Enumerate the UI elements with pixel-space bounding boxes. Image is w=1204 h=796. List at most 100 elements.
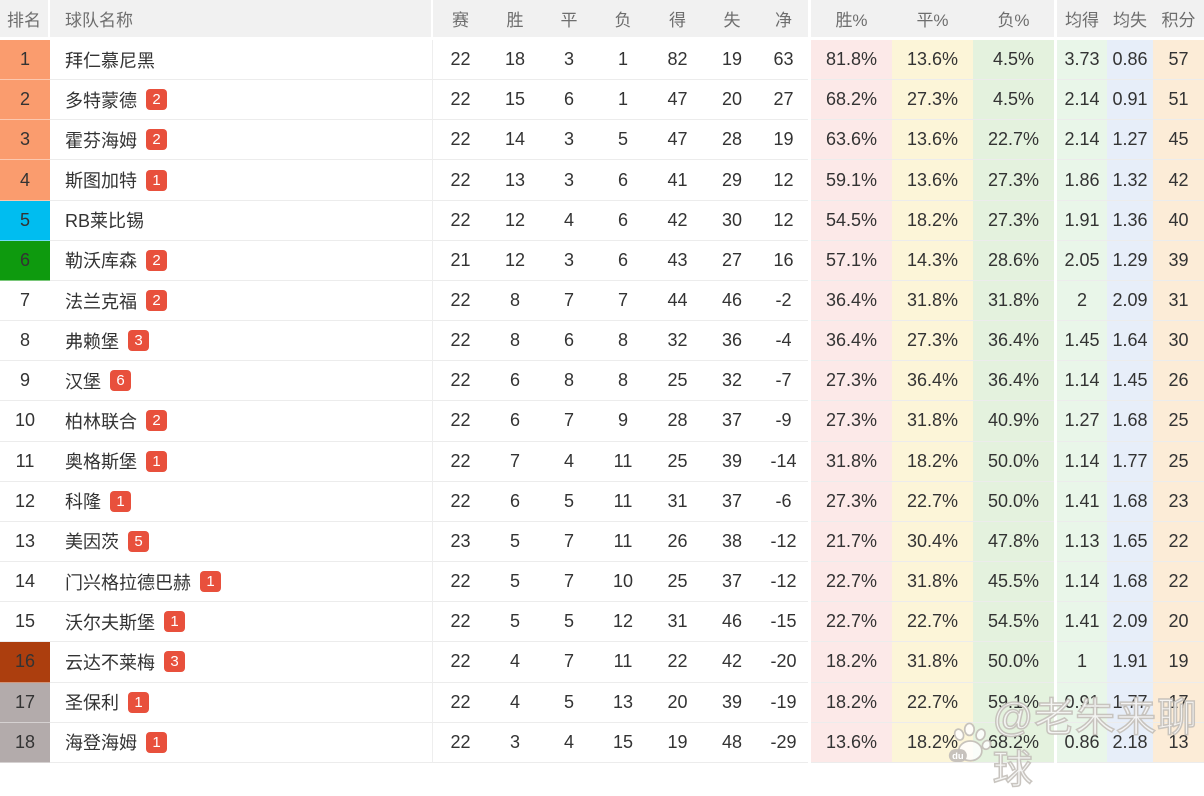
rank-cell: 5 — [0, 200, 50, 241]
stat-cell: 22 — [433, 562, 488, 603]
column-group-separator — [808, 401, 811, 442]
rank-change-badge: 1 — [146, 169, 167, 191]
stat-cell: 46 — [705, 602, 759, 643]
stat-cell: 7 — [488, 442, 542, 482]
stat-cell: 1.45 — [1057, 321, 1107, 362]
stat-cell: 20 — [650, 683, 705, 723]
stat-cell: 12 — [596, 602, 650, 643]
team-name: 沃尔夫斯堡 — [65, 612, 155, 633]
rank-change-badge: 2 — [146, 89, 167, 111]
stat-cell: 27.3% — [811, 401, 892, 442]
column-group-separator — [808, 682, 811, 723]
stat-cell: 22 — [650, 642, 705, 683]
team-name: 斯图加特 — [65, 171, 137, 192]
table-row: 18 海登海姆 1 22 3 4 15 19 48 -29 13.6% 18.2% 68.2% 0.86 2… — [0, 722, 1204, 763]
column-group-separator — [808, 0, 811, 40]
stat-cell: 22.7% — [811, 562, 892, 603]
column-group-separator — [1054, 602, 1057, 643]
stat-cell: 3 — [542, 40, 596, 81]
team-name: 拜仁慕尼黑 — [65, 50, 155, 71]
rank-cell: 16 — [0, 642, 50, 683]
stat-cell: 18.2% — [811, 642, 892, 683]
stat-cell: 1 — [596, 80, 650, 121]
stat-cell: -14 — [759, 442, 808, 482]
rank-change-badge: 5 — [128, 530, 149, 552]
stat-cell: 1.91 — [1107, 642, 1153, 683]
team-name: 勒沃库森 — [65, 251, 137, 272]
stat-cell: 8 — [488, 281, 542, 322]
stat-cell: 12 — [488, 241, 542, 281]
stat-cell: 36.4% — [973, 321, 1054, 362]
stat-cell: 1.91 — [1057, 200, 1107, 241]
stat-cell: 68.2% — [973, 722, 1054, 763]
stat-cell: 18.2% — [892, 441, 973, 482]
stat-cell: 8 — [488, 321, 542, 362]
column-header: 赛 — [433, 0, 488, 40]
stat-cell: -2 — [759, 281, 808, 322]
stat-cell: 13.6% — [892, 40, 973, 81]
stat-cell: 1 — [596, 40, 650, 81]
stat-cell: 0.86 — [1057, 722, 1107, 763]
rank-cell: 9 — [0, 361, 50, 402]
column-header: 均得 — [1057, 0, 1107, 40]
stat-cell: 59.1% — [973, 682, 1054, 723]
stat-cell: 31.8% — [892, 280, 973, 322]
stat-cell: 6 — [488, 401, 542, 442]
stat-cell: 5 — [542, 482, 596, 522]
stat-cell: 42 — [650, 201, 705, 241]
rank-cell: 10 — [0, 401, 50, 442]
stat-cell: 25 — [1153, 441, 1204, 482]
table-row: 4 斯图加特 1 22 13 3 6 41 29 12 59.1% 13.6% 27.3% 1.86 1.3… — [0, 160, 1204, 201]
stat-cell: 47.8% — [973, 521, 1054, 563]
stat-cell: 2 — [1057, 280, 1107, 322]
stat-cell: 27.3% — [892, 321, 973, 362]
column-header: 负% — [973, 0, 1054, 40]
rank-cell: 17 — [0, 682, 50, 723]
rank-change-badge: 1 — [164, 611, 185, 633]
stat-cell: 31.8% — [892, 642, 973, 683]
stat-cell: 22 — [433, 201, 488, 241]
column-group-separator — [1054, 40, 1057, 81]
stat-cell: 22 — [433, 401, 488, 442]
column-header: 积分 — [1153, 0, 1204, 40]
stat-cell: 44 — [650, 281, 705, 322]
stat-cell: 27.3% — [973, 200, 1054, 241]
rank-cell: 12 — [0, 482, 50, 522]
stat-cell: 31 — [650, 482, 705, 522]
stat-cell: 27 — [759, 80, 808, 121]
stat-cell: 1.36 — [1107, 200, 1153, 241]
stat-cell: 7 — [542, 522, 596, 563]
stat-cell: 22 — [433, 602, 488, 643]
table-row: 16 云达不莱梅 3 22 4 7 11 22 42 -20 18.2% 31.8% 50.0% 1 1.9… — [0, 642, 1204, 683]
stat-cell: 2.14 — [1057, 120, 1107, 161]
stat-cell: 8 — [596, 321, 650, 362]
stat-cell: 1.14 — [1057, 441, 1107, 482]
column-group-separator — [808, 80, 811, 121]
rank-change-badge: 1 — [128, 691, 149, 713]
rank-change-badge: 1 — [110, 490, 131, 512]
stat-cell: 25 — [1153, 401, 1204, 442]
stat-cell: 45.5% — [973, 562, 1054, 603]
stat-cell: 6 — [488, 361, 542, 402]
stat-cell: 4 — [542, 442, 596, 482]
stat-cell: 5 — [542, 683, 596, 723]
column-group-separator — [808, 361, 811, 402]
stat-cell: 1.13 — [1057, 521, 1107, 563]
rank-change-badge: 2 — [146, 249, 167, 271]
stat-cell: 22.7% — [892, 481, 973, 522]
stat-cell: 8 — [596, 361, 650, 402]
rank-cell: 7 — [0, 281, 50, 322]
column-group-separator — [1054, 682, 1057, 723]
column-group-separator — [808, 562, 811, 603]
table-row: 17 圣保利 1 22 4 5 13 20 39 -19 18.2% 22.7% 59.1% 0.91 1.… — [0, 682, 1204, 723]
stat-cell: 22 — [433, 642, 488, 683]
stat-cell: 6 — [596, 160, 650, 201]
stat-cell: 18.2% — [892, 722, 973, 763]
column-header: 平 — [542, 0, 596, 40]
team-cell: 圣保利 1 — [50, 682, 433, 723]
rank-change-badge: 3 — [128, 330, 149, 352]
column-group-separator — [808, 441, 811, 482]
column-header: 球队名称 — [50, 0, 433, 40]
stat-cell: 30 — [1153, 321, 1204, 362]
column-group-separator — [1054, 160, 1057, 201]
